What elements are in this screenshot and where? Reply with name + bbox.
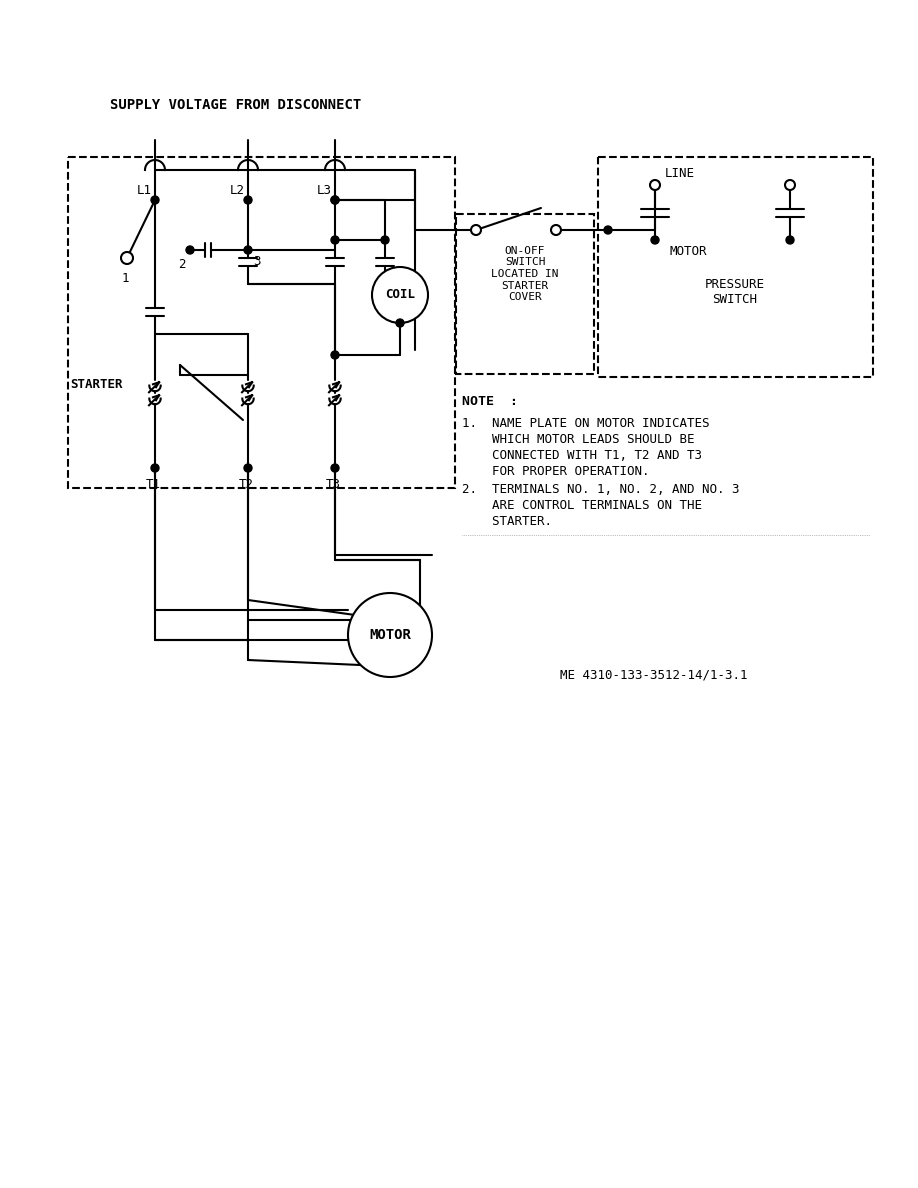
Text: CONNECTED WITH T1, T2 AND T3: CONNECTED WITH T1, T2 AND T3 xyxy=(462,449,702,462)
Text: COIL: COIL xyxy=(385,289,415,302)
Circle shape xyxy=(121,252,133,264)
Bar xyxy=(68,157,455,488)
Circle shape xyxy=(471,225,481,235)
Bar xyxy=(598,157,873,377)
Circle shape xyxy=(151,465,159,472)
Text: MOTOR: MOTOR xyxy=(369,628,411,642)
Text: PRESSURE
SWITCH: PRESSURE SWITCH xyxy=(705,278,765,307)
Text: STARTER: STARTER xyxy=(70,379,122,392)
Text: ARE CONTROL TERMINALS ON THE: ARE CONTROL TERMINALS ON THE xyxy=(462,499,702,512)
Text: T3: T3 xyxy=(326,478,341,491)
Circle shape xyxy=(331,196,339,204)
Circle shape xyxy=(244,246,252,254)
Circle shape xyxy=(331,350,339,359)
Bar xyxy=(456,214,594,374)
Circle shape xyxy=(604,226,612,234)
Circle shape xyxy=(244,196,252,204)
Circle shape xyxy=(551,225,561,235)
Text: FOR PROPER OPERATION.: FOR PROPER OPERATION. xyxy=(462,465,650,478)
Circle shape xyxy=(381,236,389,244)
Circle shape xyxy=(151,196,159,204)
Text: L3: L3 xyxy=(317,184,332,197)
Text: STARTER.: STARTER. xyxy=(462,516,552,527)
Circle shape xyxy=(785,181,795,190)
Text: T2: T2 xyxy=(239,478,253,491)
Text: SUPPLY VOLTAGE FROM DISCONNECT: SUPPLY VOLTAGE FROM DISCONNECT xyxy=(110,97,362,112)
Text: WHICH MOTOR LEADS SHOULD BE: WHICH MOTOR LEADS SHOULD BE xyxy=(462,432,695,446)
Circle shape xyxy=(786,236,794,244)
Text: 1.  NAME PLATE ON MOTOR INDICATES: 1. NAME PLATE ON MOTOR INDICATES xyxy=(462,417,710,430)
Circle shape xyxy=(186,246,194,254)
Text: 3: 3 xyxy=(253,255,261,268)
Circle shape xyxy=(348,593,432,677)
Text: T1: T1 xyxy=(145,478,161,491)
Circle shape xyxy=(650,181,660,190)
Text: NOTE  :: NOTE : xyxy=(462,394,518,407)
Text: 1: 1 xyxy=(121,272,129,285)
Text: 2.  TERMINALS NO. 1, NO. 2, AND NO. 3: 2. TERMINALS NO. 1, NO. 2, AND NO. 3 xyxy=(462,484,740,497)
Circle shape xyxy=(372,267,428,323)
Text: LINE: LINE xyxy=(665,168,695,181)
Circle shape xyxy=(651,236,659,244)
Circle shape xyxy=(331,465,339,472)
Text: 2: 2 xyxy=(178,258,185,271)
Text: ME 4310-133-3512-14/1-3.1: ME 4310-133-3512-14/1-3.1 xyxy=(560,669,747,682)
Text: ON-OFF
SWITCH
LOCATED IN
STARTER
COVER: ON-OFF SWITCH LOCATED IN STARTER COVER xyxy=(491,246,559,302)
Text: L2: L2 xyxy=(230,184,245,197)
Circle shape xyxy=(244,465,252,472)
Text: MOTOR: MOTOR xyxy=(670,245,708,258)
Circle shape xyxy=(331,196,339,204)
Circle shape xyxy=(396,320,404,327)
Text: L1: L1 xyxy=(137,184,152,197)
Circle shape xyxy=(331,236,339,244)
